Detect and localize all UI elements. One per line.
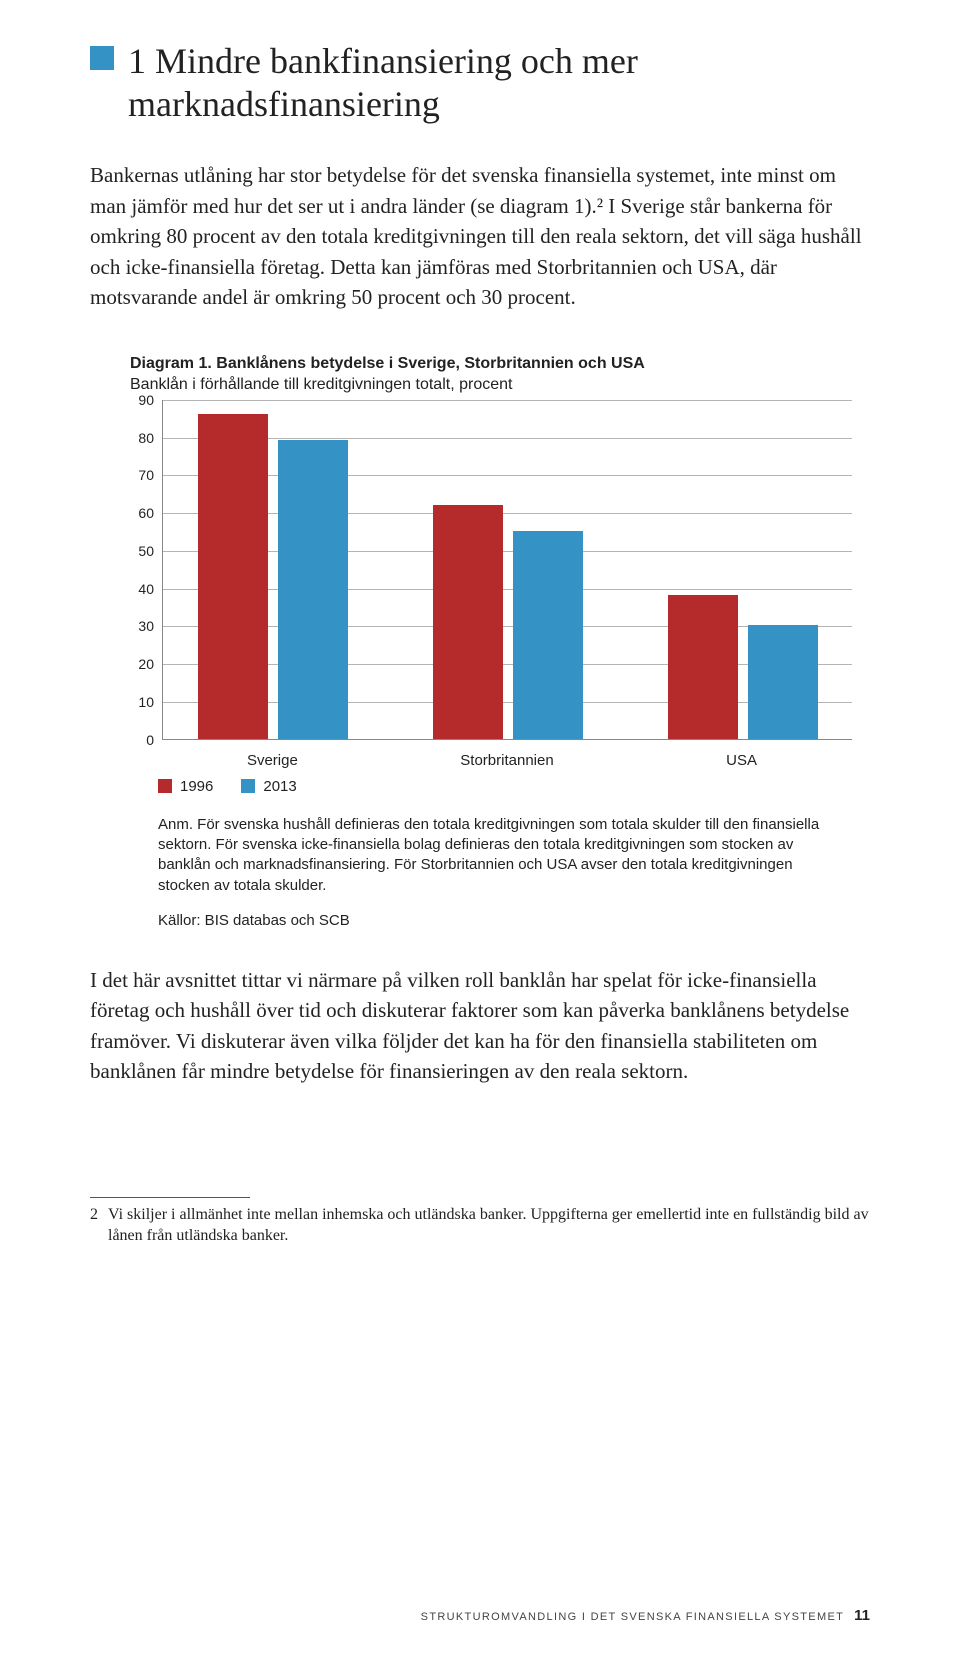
y-tick-label: 60 xyxy=(138,505,154,521)
chart-canvas: 0102030405060708090 SverigeStorbritannie… xyxy=(130,400,860,770)
plot-area xyxy=(162,400,852,740)
y-tick-label: 40 xyxy=(138,581,154,597)
intro-paragraph: Bankernas utlåning har stor betydelse fö… xyxy=(90,160,870,312)
section-heading: 1 Mindre bankfinansiering och mer markna… xyxy=(90,40,870,126)
bar xyxy=(668,595,738,739)
footnote-number: 2 xyxy=(90,1204,98,1247)
bar xyxy=(433,505,503,739)
y-axis: 0102030405060708090 xyxy=(130,400,160,740)
y-tick-label: 50 xyxy=(138,543,154,559)
bar xyxy=(513,531,583,739)
y-tick-label: 80 xyxy=(138,430,154,446)
gridline xyxy=(163,400,852,401)
footnote-rule xyxy=(90,1197,250,1198)
y-tick-label: 90 xyxy=(138,392,154,408)
heading-bullet-icon xyxy=(90,46,114,70)
footnote: 2 Vi skiljer i allmänhet inte mellan inh… xyxy=(90,1204,870,1247)
chart-legend: 1996 2013 xyxy=(158,778,870,795)
page-number: 11 xyxy=(854,1607,870,1624)
chart-title-line: Diagram 1. Banklånens betydelse i Sverig… xyxy=(130,353,870,396)
y-tick-label: 0 xyxy=(146,732,154,748)
body-paragraph-2: I det här avsnittet tittar vi närmare på… xyxy=(90,965,870,1087)
bar xyxy=(278,440,348,738)
footnote-text: Vi skiljer i allmänhet inte mellan inhem… xyxy=(108,1204,870,1247)
x-tick-label: Sverige xyxy=(247,752,298,769)
chart-title: Diagram 1. Banklånens betydelse i Sverig… xyxy=(130,355,645,372)
footer-text: STRUKTUROMVANDLING I DET SVENSKA FINANSI… xyxy=(421,1611,844,1623)
y-tick-label: 30 xyxy=(138,618,154,634)
y-tick-label: 10 xyxy=(138,694,154,710)
diagram-1: Diagram 1. Banklånens betydelse i Sverig… xyxy=(130,353,870,929)
x-tick-label: Storbritannien xyxy=(460,752,553,769)
legend-item: 1996 xyxy=(158,778,213,795)
y-tick-label: 70 xyxy=(138,467,154,483)
x-axis-labels: Sverige Storbritannien USA xyxy=(162,748,852,770)
chart-source: Källor: BIS databas och SCB xyxy=(158,912,870,929)
section-title: 1 Mindre bankfinansiering och mer markna… xyxy=(128,40,870,126)
legend-label: 2013 xyxy=(263,778,296,795)
legend-label: 1996 xyxy=(180,778,213,795)
chart-subtitle: Banklån i förhållande till kreditgivning… xyxy=(130,376,512,393)
legend-item: 2013 xyxy=(241,778,296,795)
bar xyxy=(198,414,268,739)
legend-swatch-icon xyxy=(158,779,172,793)
bar xyxy=(748,625,818,738)
legend-swatch-icon xyxy=(241,779,255,793)
x-tick-label: USA xyxy=(726,752,757,769)
y-tick-label: 20 xyxy=(138,656,154,672)
chart-note: Anm. För svenska hushåll definieras den … xyxy=(158,815,848,896)
page-footer: STRUKTUROMVANDLING I DET SVENSKA FINANSI… xyxy=(421,1607,870,1624)
